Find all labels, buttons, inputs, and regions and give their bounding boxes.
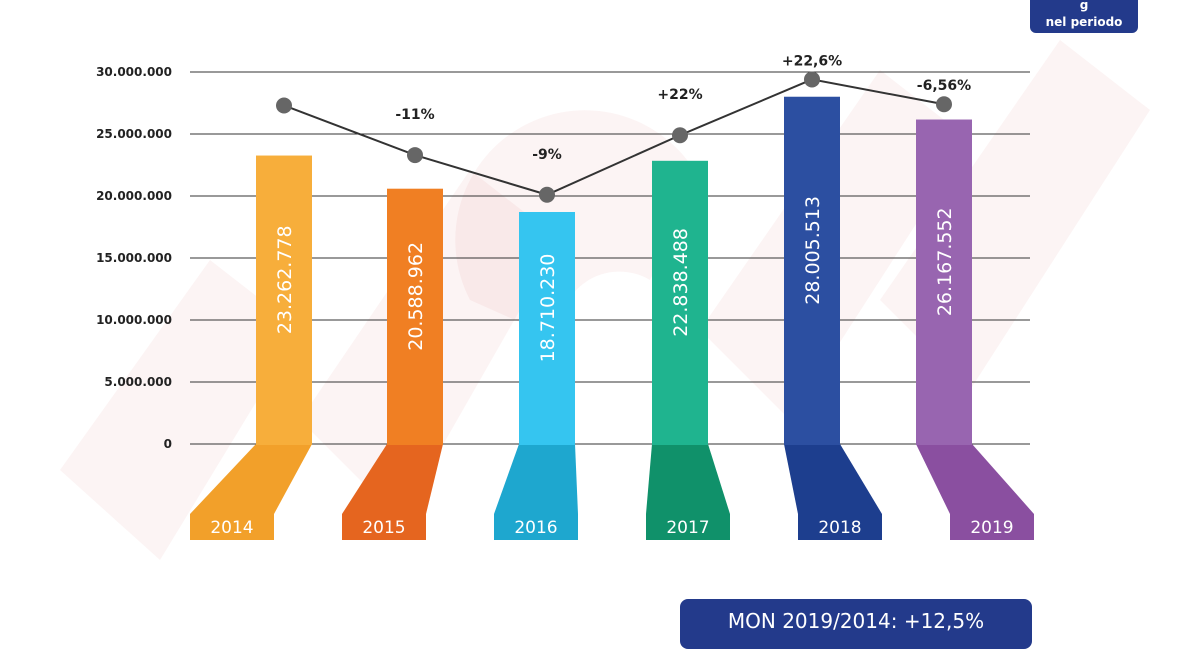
watermark-shape bbox=[60, 260, 300, 560]
bar bbox=[256, 155, 312, 445]
trend-marker bbox=[276, 97, 292, 114]
year-tab bbox=[190, 514, 274, 540]
year-tab bbox=[646, 514, 730, 540]
trend-marker bbox=[539, 186, 555, 203]
period-badge-line2: nel periodo bbox=[1045, 15, 1123, 29]
bar-base-slant bbox=[494, 444, 578, 514]
trend-polyline bbox=[283, 78, 945, 196]
bar-value-label: 20.588.962 bbox=[405, 242, 427, 351]
year-tab bbox=[342, 514, 426, 540]
year-label: 2019 bbox=[970, 518, 1013, 538]
bar bbox=[652, 160, 708, 446]
year-tab bbox=[494, 514, 578, 540]
y-tick-label: 20.000.000 bbox=[96, 189, 172, 203]
bar-base-slant bbox=[784, 444, 882, 514]
bar-base-slant bbox=[190, 444, 312, 514]
bar-value-label: 22.838.488 bbox=[670, 228, 692, 337]
y-tick-label: 10.000.000 bbox=[96, 313, 172, 327]
period-badge: g nel periodo bbox=[1030, 0, 1138, 33]
bar-value-label: 18.710.230 bbox=[537, 254, 559, 363]
y-tick-label: 5.000.000 bbox=[104, 375, 172, 389]
bars: 23.262.778 20.588.962 18.710.230 22.838.488… bbox=[256, 96, 972, 446]
trend-marker bbox=[804, 71, 820, 88]
bar-base-slant bbox=[646, 444, 730, 514]
trend-marker bbox=[407, 147, 423, 164]
bar-value-label: 28.005.513 bbox=[802, 196, 824, 305]
bar bbox=[784, 96, 840, 446]
year-label: 2016 bbox=[514, 518, 557, 538]
year-label: 2015 bbox=[362, 518, 405, 538]
year-tab bbox=[798, 514, 882, 540]
trend-percent-label: +22% bbox=[657, 87, 702, 103]
trend-percent-label: +22,6% bbox=[782, 53, 842, 69]
bar-base-slant bbox=[342, 444, 443, 514]
trend-percent-label: -11% bbox=[395, 107, 434, 123]
y-axis: 0 5.000.000 10.000.000 15.000.000 20.000.000… bbox=[96, 65, 172, 451]
period-badge-line1: g bbox=[1079, 0, 1089, 12]
year-tab bbox=[950, 514, 1034, 540]
bar bbox=[916, 119, 972, 446]
y-tick-label: 25.000.000 bbox=[96, 127, 172, 141]
trend-percent-label: -6,56% bbox=[917, 78, 971, 94]
bar-bases: 2014 2015 2016 2017 2018 2019 bbox=[190, 444, 1034, 540]
trend-marker bbox=[672, 127, 688, 144]
bar-chart: 0 5.000.000 10.000.000 15.000.000 20.000.000… bbox=[60, 40, 1150, 560]
y-tick-label: 15.000.000 bbox=[96, 251, 172, 265]
trend-marker bbox=[936, 96, 952, 113]
year-label: 2014 bbox=[210, 518, 253, 538]
y-tick-label: 30.000.000 bbox=[96, 65, 172, 79]
watermark-shape bbox=[455, 110, 700, 341]
trend-percent-label: -9% bbox=[532, 147, 562, 163]
bar bbox=[519, 211, 575, 445]
trend-line: -11% -9% +22% +22,6% -6,56% bbox=[276, 53, 971, 203]
bar-value-label: 26.167.552 bbox=[934, 207, 956, 316]
year-label: 2017 bbox=[666, 518, 709, 538]
bar bbox=[387, 188, 443, 445]
growth-summary-badge: MON 2019/2014: +12,5% bbox=[680, 599, 1032, 649]
year-label: 2018 bbox=[818, 518, 861, 538]
bar-value-label: 23.262.778 bbox=[274, 225, 296, 334]
bar-base-slant bbox=[916, 444, 1034, 514]
y-tick-label: 0 bbox=[164, 437, 172, 451]
gridlines bbox=[190, 71, 1030, 445]
